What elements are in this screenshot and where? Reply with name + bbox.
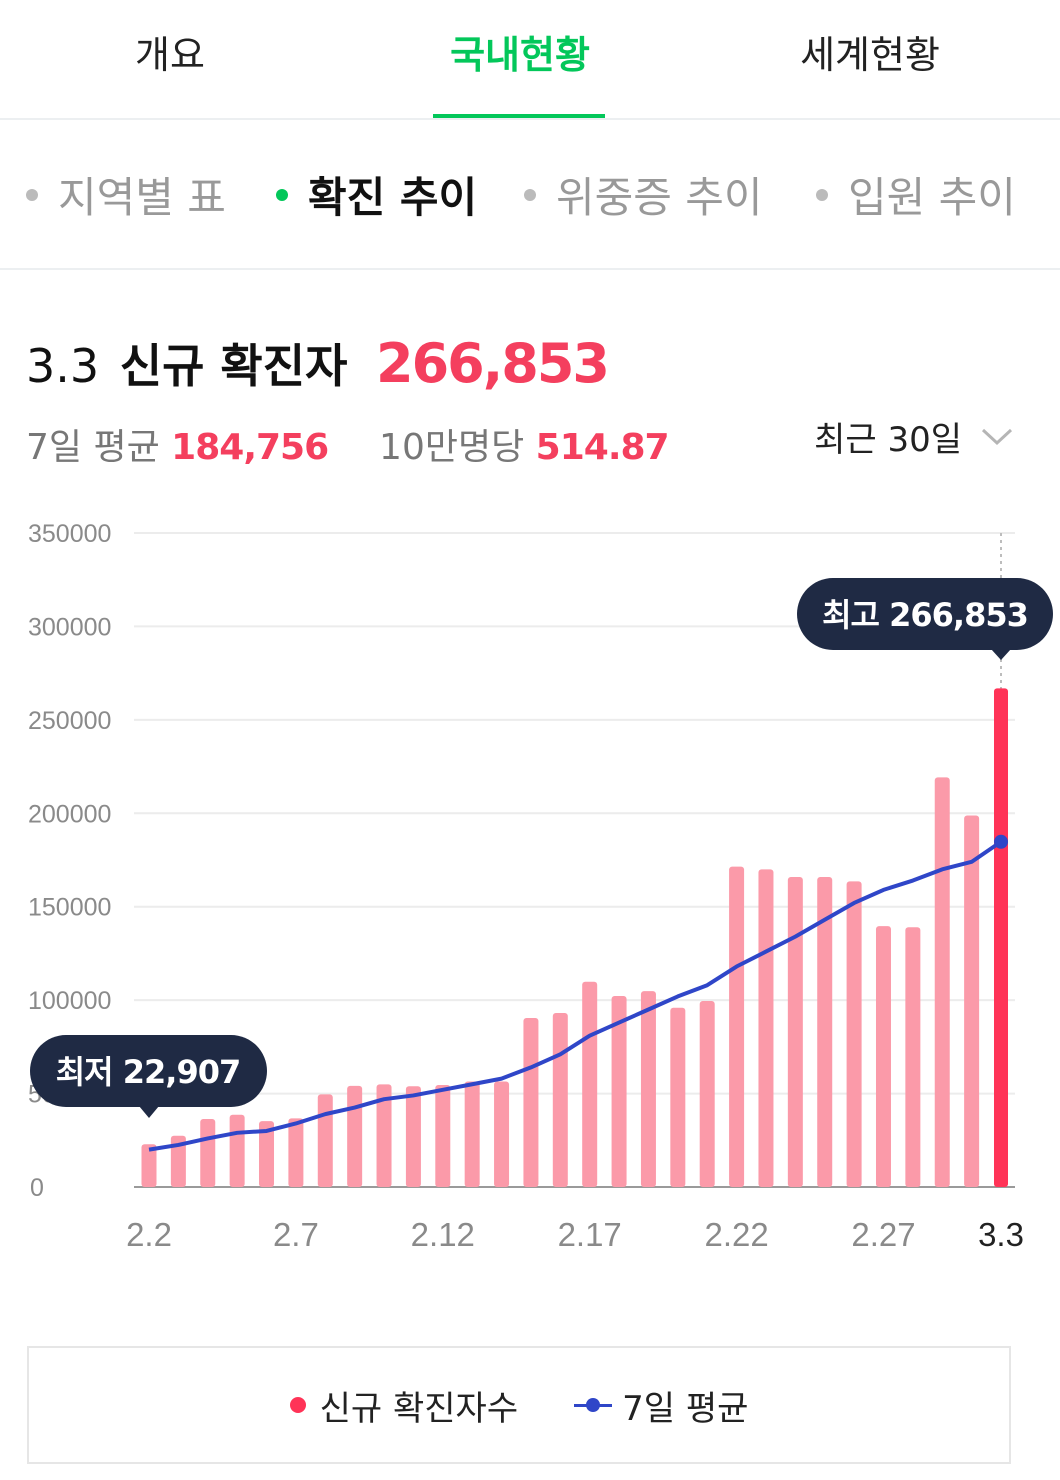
bar (347, 1086, 362, 1187)
per-capita-label: 10만명당 (379, 427, 524, 468)
legend-item-new-cases[interactable]: 신규 확진자수 (290, 1381, 519, 1430)
subtab-label: 확진 추이 (308, 164, 477, 225)
bar (465, 1082, 480, 1187)
bar (670, 1008, 685, 1187)
bar (964, 816, 979, 1187)
bar (905, 927, 920, 1187)
bullet-icon (524, 189, 536, 201)
bar (582, 982, 597, 1187)
x-tick-label: 2.22 (704, 1216, 768, 1253)
main-tab-bar: 개요 국내현황 세계현황 (0, 0, 1060, 120)
x-tick-label: 3.3 (978, 1216, 1024, 1253)
legend-item-7day-avg[interactable]: 7일 평균 (574, 1381, 748, 1430)
legend-dot-icon (290, 1397, 306, 1413)
bar (847, 881, 862, 1187)
y-tick-label: 0 (30, 1174, 44, 1202)
legend-line-icon (574, 1395, 612, 1415)
tab-domestic[interactable]: 국내현황 (450, 24, 590, 79)
legend-label: 7일 평균 (622, 1381, 748, 1430)
bar (876, 926, 891, 1187)
bar (729, 867, 744, 1187)
headline: 3.3 신규 확진자 266,853 (26, 330, 608, 396)
range-label: 최근 30일 (814, 412, 962, 461)
subtab-confirmed-trend[interactable]: 확진 추이 (276, 164, 477, 225)
bar (788, 877, 803, 1187)
subtab-label: 입원 추이 (848, 164, 1016, 225)
y-tick-label: 350000 (28, 520, 111, 548)
bar (406, 1086, 421, 1187)
bar (994, 688, 1008, 1187)
bar (935, 777, 950, 1187)
avg-point (994, 835, 1008, 849)
headline-label: 신규 확진자 (120, 339, 348, 393)
subtab-label: 위중증 추이 (556, 164, 763, 225)
bar (318, 1094, 333, 1187)
y-tick-label: 200000 (28, 800, 111, 828)
chart-legend: 신규 확진자수 7일 평균 (27, 1346, 1011, 1464)
headline-date: 3.3 (26, 339, 99, 393)
bar (200, 1119, 215, 1187)
avg-value: 184,756 (171, 427, 328, 468)
bar (553, 1013, 568, 1187)
subtab-label: 지역별 표 (58, 164, 226, 225)
x-tick-label: 2.2 (126, 1216, 172, 1253)
bar (523, 1018, 538, 1187)
x-tick-label: 2.17 (558, 1216, 622, 1253)
max-tooltip-pointer (991, 649, 1011, 660)
legend-label: 신규 확진자수 (320, 1381, 519, 1430)
y-tick-label: 150000 (28, 894, 111, 922)
bar (435, 1085, 450, 1187)
avg-line (149, 842, 1001, 1150)
x-tick-label: 2.27 (851, 1216, 915, 1253)
bullet-icon (26, 189, 38, 201)
avg-label: 7일 평균 (26, 427, 160, 468)
bullet-icon (276, 189, 288, 201)
x-tick-label: 2.7 (273, 1216, 319, 1253)
subtab-region-table[interactable]: 지역별 표 (26, 164, 226, 225)
bar (641, 991, 656, 1187)
summary-stats: 7일 평균 184,756 10만명당 514.87 (26, 418, 669, 470)
sub-tab-bar: 지역별 표 확진 추이 위중증 추이 입원 추이 (0, 120, 1060, 270)
bar (700, 1001, 715, 1187)
tab-world[interactable]: 세계현황 (800, 24, 940, 79)
subtab-hospital-trend[interactable]: 입원 추이 (816, 164, 1016, 225)
bar (494, 1082, 509, 1187)
y-tick-label: 250000 (28, 707, 111, 735)
bar (230, 1115, 245, 1187)
active-tab-indicator (433, 114, 605, 118)
y-tick-label: 300000 (28, 613, 111, 641)
confirmed-cases-chart: 3500003000002500002000001500001000005000… (0, 500, 1060, 1280)
max-tooltip-text: 최고 266,853 (822, 596, 1028, 634)
x-tick-label: 2.12 (411, 1216, 475, 1253)
bullet-icon (816, 189, 828, 201)
bar (288, 1118, 303, 1187)
range-dropdown[interactable]: 최근 30일 (814, 412, 1014, 461)
min-tooltip-text: 최저 22,907 (56, 1053, 241, 1091)
y-tick-label: 100000 (28, 987, 111, 1015)
chevron-down-icon (980, 427, 1014, 447)
bar (758, 869, 773, 1187)
per-capita-value: 514.87 (536, 427, 669, 468)
min-tooltip-pointer (139, 1106, 159, 1118)
subtab-critical-trend[interactable]: 위중증 추이 (524, 164, 763, 225)
headline-value: 266,853 (376, 332, 608, 395)
tab-overview[interactable]: 개요 (135, 24, 205, 79)
